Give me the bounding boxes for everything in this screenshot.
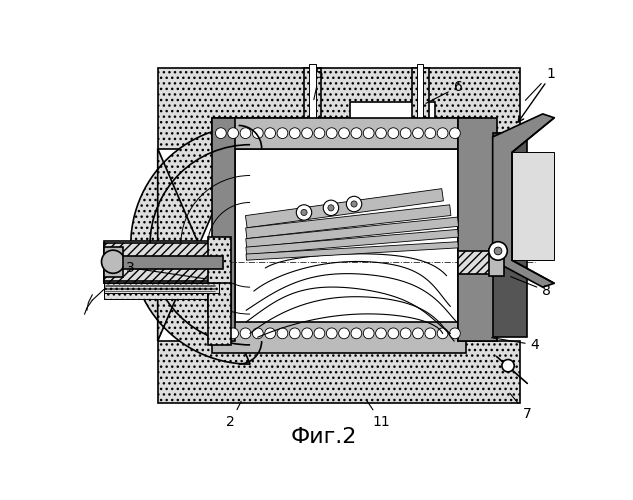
- Polygon shape: [246, 230, 458, 255]
- Circle shape: [328, 205, 334, 211]
- Circle shape: [375, 328, 386, 338]
- Circle shape: [351, 128, 361, 138]
- Circle shape: [215, 328, 226, 338]
- Circle shape: [240, 128, 251, 138]
- Bar: [104, 256, 215, 283]
- Circle shape: [253, 128, 263, 138]
- Circle shape: [489, 242, 507, 260]
- Circle shape: [302, 128, 313, 138]
- Bar: [458, 118, 481, 341]
- Circle shape: [363, 128, 374, 138]
- Polygon shape: [246, 242, 458, 260]
- Circle shape: [327, 128, 337, 138]
- Circle shape: [351, 328, 361, 338]
- Text: 4: 4: [492, 338, 539, 352]
- Bar: [512, 152, 555, 260]
- Polygon shape: [158, 68, 520, 148]
- Bar: [458, 118, 496, 341]
- Circle shape: [375, 128, 386, 138]
- Text: 5: 5: [314, 67, 324, 100]
- Text: 2: 2: [227, 402, 241, 429]
- Circle shape: [388, 328, 399, 338]
- Bar: [235, 148, 458, 341]
- Bar: [104, 284, 208, 298]
- Polygon shape: [492, 114, 555, 287]
- Circle shape: [437, 328, 448, 338]
- Text: 8: 8: [511, 276, 551, 298]
- Circle shape: [400, 128, 411, 138]
- Circle shape: [277, 128, 288, 138]
- Circle shape: [494, 247, 502, 255]
- Circle shape: [327, 328, 337, 338]
- Bar: [492, 133, 527, 337]
- Polygon shape: [246, 188, 444, 228]
- Bar: [458, 251, 496, 274]
- Text: 1: 1: [525, 67, 555, 100]
- Circle shape: [351, 201, 357, 207]
- Circle shape: [413, 328, 423, 338]
- Bar: [417, 64, 423, 120]
- Circle shape: [265, 328, 275, 338]
- Circle shape: [314, 328, 325, 338]
- Circle shape: [101, 250, 125, 274]
- Bar: [104, 244, 211, 281]
- Circle shape: [215, 128, 226, 138]
- Bar: [310, 64, 316, 120]
- Circle shape: [413, 128, 423, 138]
- Circle shape: [502, 360, 514, 372]
- Circle shape: [289, 128, 300, 138]
- Circle shape: [301, 210, 307, 216]
- Text: Фиг.2: Фиг.2: [291, 428, 357, 448]
- Bar: [211, 118, 466, 148]
- Circle shape: [400, 328, 411, 338]
- Polygon shape: [246, 217, 458, 248]
- Text: 6: 6: [426, 80, 463, 104]
- Circle shape: [323, 200, 339, 216]
- Bar: [304, 68, 321, 117]
- Bar: [104, 241, 215, 284]
- Circle shape: [289, 328, 300, 338]
- Bar: [208, 237, 231, 314]
- Bar: [489, 248, 505, 276]
- Circle shape: [363, 328, 374, 338]
- Bar: [208, 284, 231, 345]
- Circle shape: [449, 128, 460, 138]
- Circle shape: [228, 128, 239, 138]
- Circle shape: [253, 328, 263, 338]
- Text: 7: 7: [510, 393, 532, 421]
- Circle shape: [314, 128, 325, 138]
- Text: 3: 3: [127, 261, 208, 279]
- Circle shape: [388, 128, 399, 138]
- Polygon shape: [246, 205, 451, 238]
- Circle shape: [277, 328, 288, 338]
- Polygon shape: [104, 247, 123, 277]
- Circle shape: [265, 128, 275, 138]
- Bar: [123, 256, 223, 268]
- Bar: [211, 118, 235, 341]
- Circle shape: [437, 128, 448, 138]
- Circle shape: [425, 328, 436, 338]
- Bar: [158, 341, 520, 402]
- Circle shape: [228, 328, 239, 338]
- Bar: [211, 322, 466, 352]
- Circle shape: [449, 328, 460, 338]
- Circle shape: [240, 328, 251, 338]
- Circle shape: [339, 328, 349, 338]
- Circle shape: [346, 196, 361, 212]
- Circle shape: [296, 205, 311, 220]
- Text: 11: 11: [367, 401, 390, 429]
- Bar: [412, 68, 429, 117]
- Bar: [104, 284, 219, 292]
- Polygon shape: [131, 126, 250, 364]
- Circle shape: [302, 328, 313, 338]
- Circle shape: [425, 128, 436, 138]
- Circle shape: [339, 128, 349, 138]
